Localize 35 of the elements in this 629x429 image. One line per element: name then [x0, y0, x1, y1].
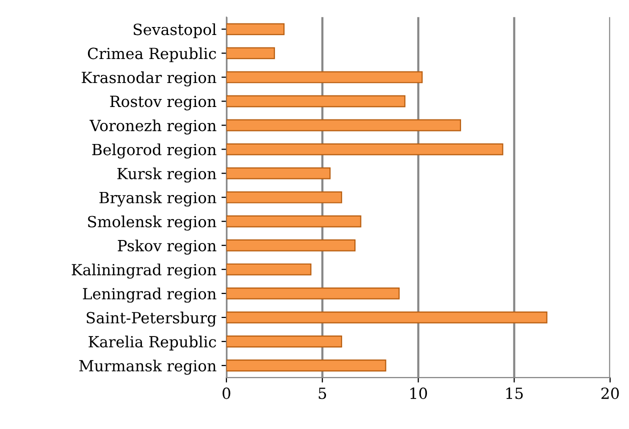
- bar: [226, 239, 356, 252]
- y-tick-label: Crimea Republic: [88, 47, 216, 62]
- y-tick-label: Murmansk region: [79, 360, 216, 375]
- y-tick-label: Belgorod region: [92, 143, 216, 158]
- y-tick-label: Leningrad region: [82, 288, 216, 303]
- x-tick-label: 15: [506, 388, 523, 400]
- bar: [226, 119, 462, 132]
- bar: [226, 360, 386, 372]
- y-tick-label: Karelia Republic: [88, 336, 216, 350]
- bar: [226, 287, 400, 300]
- y-tick-label: Saint-Petersburg: [86, 312, 216, 327]
- bar: [226, 95, 406, 108]
- bar: [226, 143, 504, 156]
- bar: [226, 312, 548, 324]
- y-tick-label: Kursk region: [117, 168, 216, 183]
- y-tick-label: Kaliningrad region: [72, 264, 216, 279]
- bar: [226, 263, 312, 276]
- bar: [226, 191, 342, 204]
- bar: [226, 336, 342, 348]
- y-tick-label: Bryansk region: [99, 192, 216, 207]
- x-tick-label: 20: [601, 388, 619, 400]
- bar: [226, 167, 331, 180]
- bar: [226, 23, 285, 36]
- y-tick-label: Smolensk region: [88, 216, 216, 231]
- x-tick-label: 5: [318, 388, 326, 400]
- x-tick-label: 10: [410, 388, 427, 400]
- y-tick-label: Pskov region: [118, 240, 216, 255]
- x-tick-label: 0: [222, 388, 230, 400]
- bar: [226, 71, 423, 84]
- y-tick-label: Voronezh region: [90, 119, 216, 134]
- y-tick-label: Sevastopol: [134, 23, 216, 38]
- y-tick-label: Krasnodar region: [82, 71, 216, 86]
- bar: [226, 215, 362, 228]
- bar: [226, 47, 275, 60]
- y-tick-label: Rostov region: [110, 96, 216, 110]
